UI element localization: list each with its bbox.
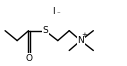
Text: S: S [42, 26, 48, 35]
Text: I: I [52, 7, 55, 16]
Text: +: + [82, 32, 87, 38]
Text: O: O [25, 54, 32, 63]
Text: ⁻: ⁻ [57, 11, 60, 17]
Text: N: N [77, 36, 84, 45]
